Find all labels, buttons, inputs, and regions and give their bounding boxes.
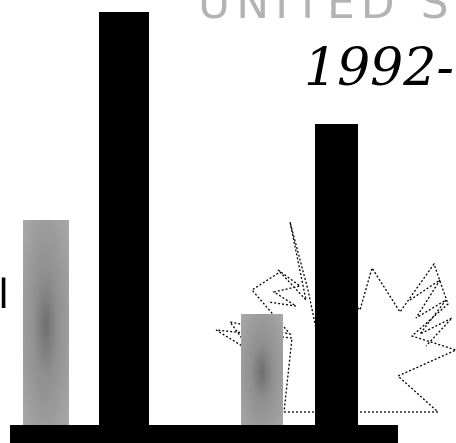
bar-1-black <box>99 12 149 430</box>
bar-2-gray <box>241 314 283 430</box>
bar-2-black <box>315 124 358 430</box>
heading-year-text: 1992- <box>304 38 454 98</box>
side-text-fragment: l <box>0 272 10 318</box>
bar-1-gray <box>23 220 69 430</box>
burst-hatch-a <box>409 279 453 347</box>
chart-baseline <box>10 425 398 443</box>
heading-country-text: UNITED S <box>198 0 455 29</box>
burst-hatch-b <box>267 269 302 307</box>
